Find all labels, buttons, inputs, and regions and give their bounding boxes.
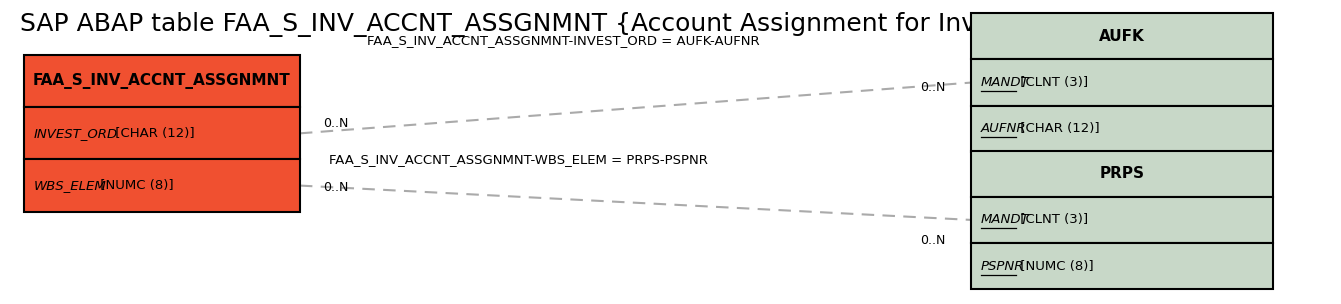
Text: INVEST_ORD: INVEST_ORD [34, 127, 118, 140]
Text: [CHAR (12)]: [CHAR (12)] [1016, 123, 1100, 135]
Text: FAA_S_INV_ACCNT_ASSGNMNT: FAA_S_INV_ACCNT_ASSGNMNT [34, 73, 291, 89]
Text: PSPNR: PSPNR [982, 260, 1025, 273]
Text: 0..N: 0..N [920, 81, 945, 94]
Text: 0..N: 0..N [323, 181, 349, 194]
Text: MANDT: MANDT [982, 76, 1030, 89]
FancyBboxPatch shape [24, 160, 300, 212]
Text: [NUMC (8)]: [NUMC (8)] [95, 179, 173, 192]
Text: AUFNR: AUFNR [982, 123, 1027, 135]
Text: FAA_S_INV_ACCNT_ASSGNMNT-INVEST_ORD = AUFK-AUFNR: FAA_S_INV_ACCNT_ASSGNMNT-INVEST_ORD = AU… [367, 33, 759, 47]
Text: AUFK: AUFK [1098, 29, 1145, 44]
Text: MANDT: MANDT [982, 213, 1030, 226]
Text: [CHAR (12)]: [CHAR (12)] [111, 127, 194, 140]
FancyBboxPatch shape [971, 106, 1273, 152]
FancyBboxPatch shape [971, 60, 1273, 106]
Text: SAP ABAP table FAA_S_INV_ACCNT_ASSGNMNT {Account Assignment for Investment}: SAP ABAP table FAA_S_INV_ACCNT_ASSGNMNT … [20, 12, 1096, 37]
Text: FAA_S_INV_ACCNT_ASSGNMNT-WBS_ELEM = PRPS-PSPNR: FAA_S_INV_ACCNT_ASSGNMNT-WBS_ELEM = PRPS… [329, 153, 708, 166]
FancyBboxPatch shape [24, 55, 300, 107]
FancyBboxPatch shape [24, 107, 300, 160]
Text: 0..N: 0..N [920, 233, 945, 247]
Text: PRPS: PRPS [1100, 166, 1144, 181]
FancyBboxPatch shape [971, 197, 1273, 243]
FancyBboxPatch shape [971, 13, 1273, 60]
Text: WBS_ELEM: WBS_ELEM [34, 179, 107, 192]
FancyBboxPatch shape [971, 150, 1273, 197]
Text: [CLNT (3)]: [CLNT (3)] [1016, 213, 1089, 226]
FancyBboxPatch shape [971, 243, 1273, 289]
Text: [CLNT (3)]: [CLNT (3)] [1016, 76, 1089, 89]
Text: 0..N: 0..N [323, 117, 349, 130]
Text: [NUMC (8)]: [NUMC (8)] [1016, 260, 1094, 273]
